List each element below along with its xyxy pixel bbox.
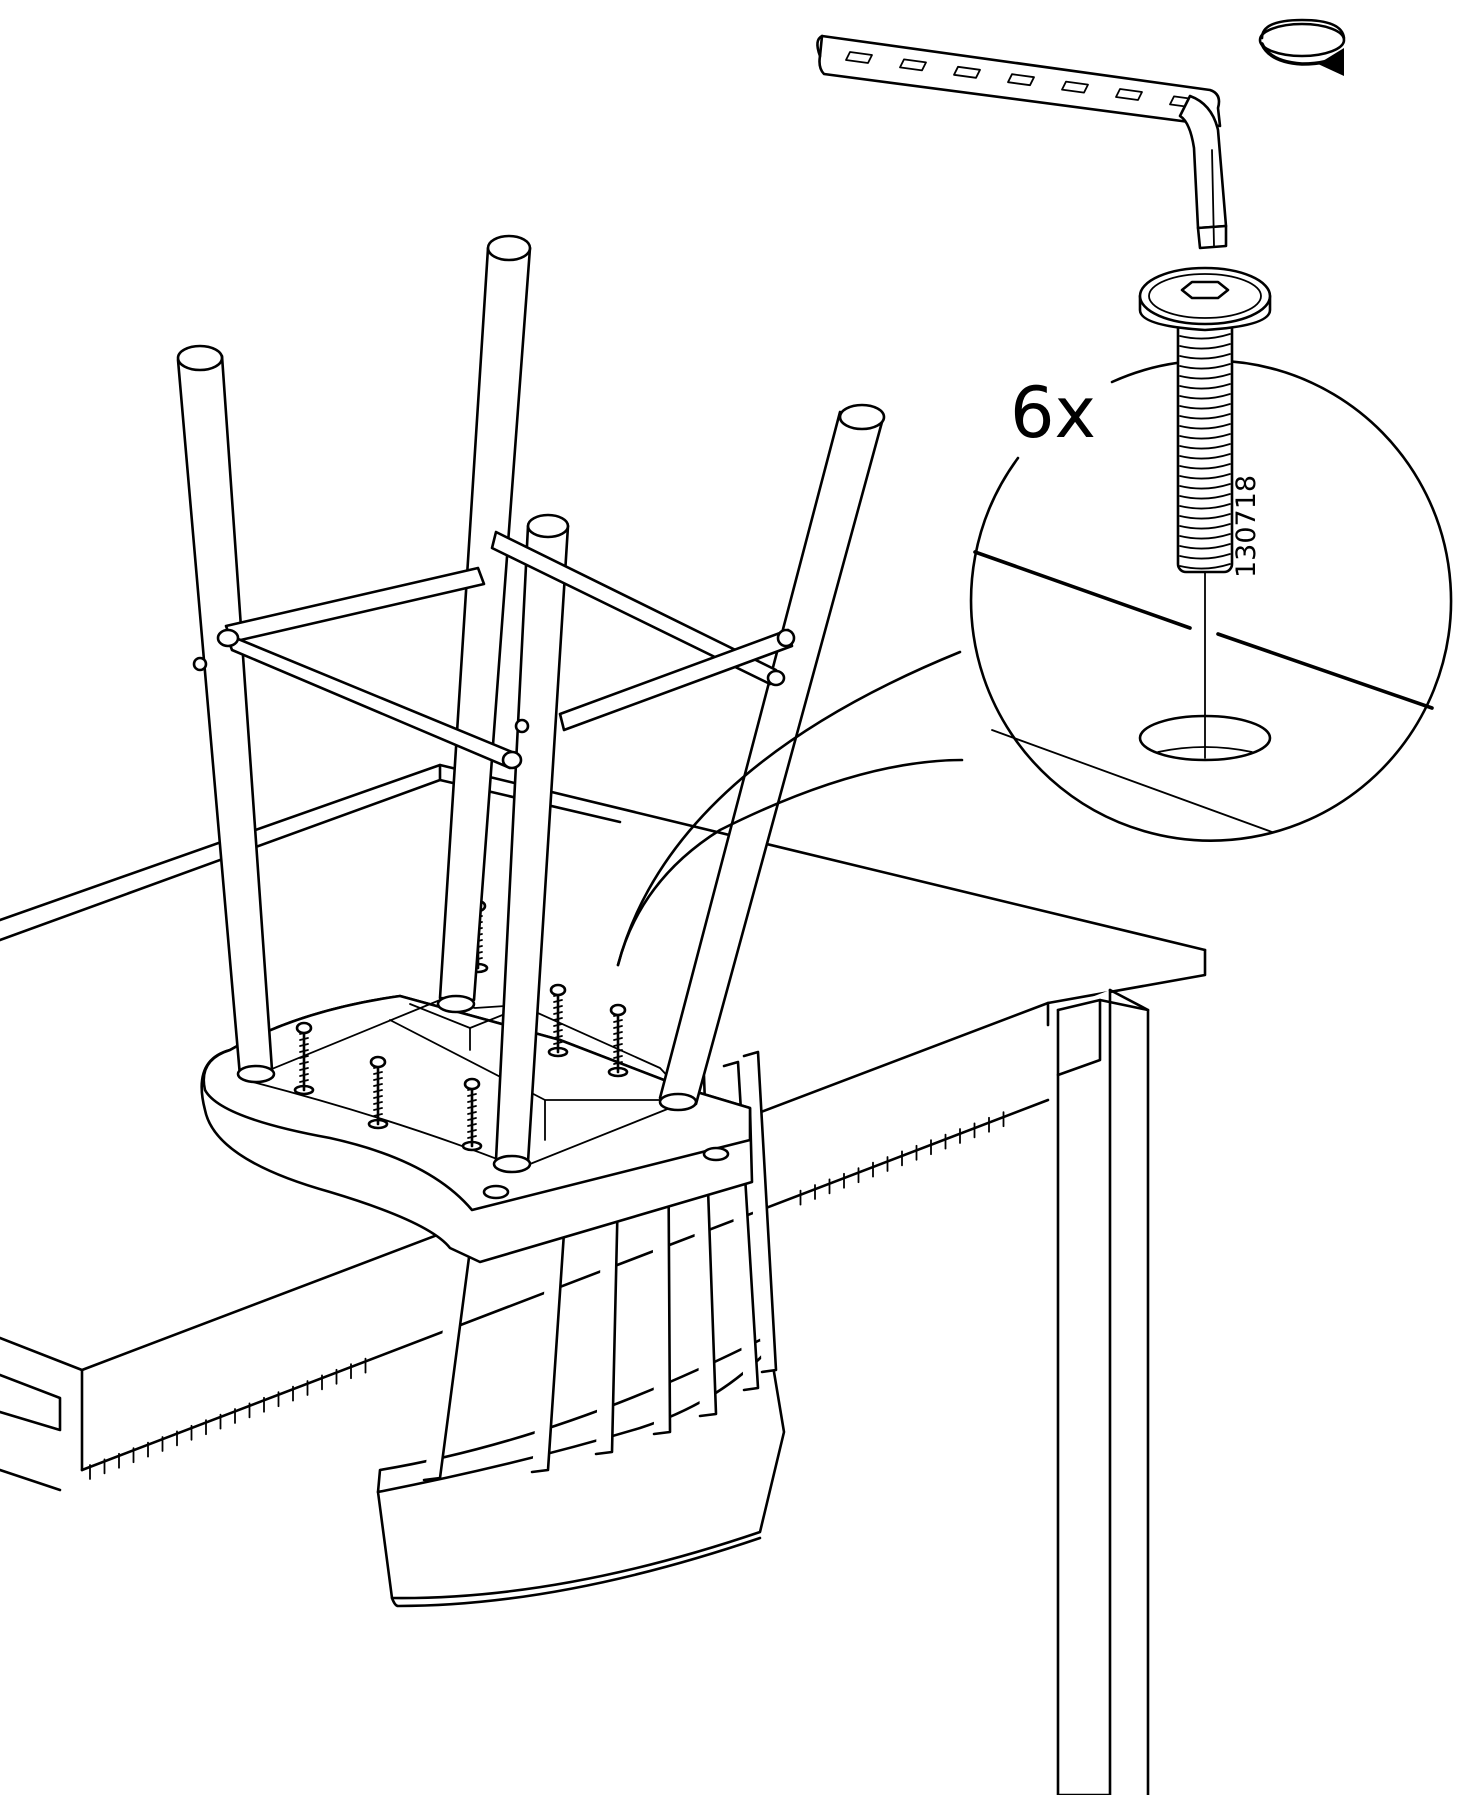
table-top-back-edge: [0, 763, 1207, 952]
table-left-rail: [0, 1373, 62, 1432]
table-edge-ticks: [89, 1111, 1005, 1480]
detail-callout: [616, 359, 1453, 967]
upside-down-chair: [176, 234, 886, 1608]
table-top-right-edge: [1046, 948, 1207, 1027]
part-number-label: 130718: [1231, 474, 1262, 578]
allen-key-icon: [816, 34, 1228, 250]
chair-stretchers: [192, 530, 796, 770]
callout-circle: [969, 359, 1453, 842]
hex-socket-bolt-icon: [1138, 266, 1272, 574]
chair-leg-1: [176, 354, 274, 1078]
callout-pointer: [616, 758, 964, 967]
clockwise-rotation-icon: [1258, 18, 1346, 76]
chair-legs: [176, 234, 886, 1174]
chair-leg-4: [658, 410, 884, 1106]
table-leg-front-right: [1056, 988, 1150, 1795]
quantity-label: 6x: [1010, 372, 1096, 454]
table: [0, 763, 1207, 1795]
